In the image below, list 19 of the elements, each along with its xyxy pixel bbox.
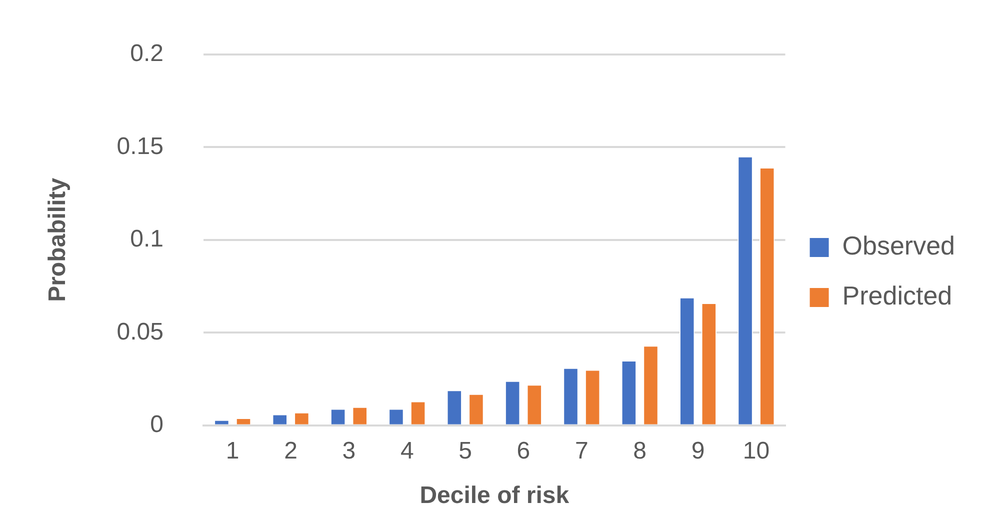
x-tick-label: 7: [574, 437, 588, 464]
x-tick-label: 9: [691, 437, 705, 464]
x-tick-label: 10: [742, 437, 770, 464]
x-tick-label: 3: [342, 437, 356, 464]
x-tick-label: 1: [226, 437, 240, 464]
y-tick-label: 0.2: [130, 40, 164, 68]
x-tick-label: 8: [633, 437, 647, 464]
legend-label: Observed: [842, 230, 956, 261]
x-tick-label: 6: [516, 437, 530, 464]
y-tick-label: 0: [150, 411, 164, 438]
legend-label: Predicted: [842, 280, 952, 311]
x-axis-title: Decile of risk: [420, 482, 570, 510]
x-tick-label: 2: [284, 437, 298, 464]
x-tick-label: 5: [458, 437, 472, 464]
y-tick-label: 0.15: [116, 132, 164, 160]
y-tick-label: 0.1: [130, 226, 164, 253]
x-tick-label: 4: [400, 437, 414, 464]
y-axis-title: Probability: [44, 177, 72, 302]
y-tick-label: 0.05: [116, 318, 164, 346]
